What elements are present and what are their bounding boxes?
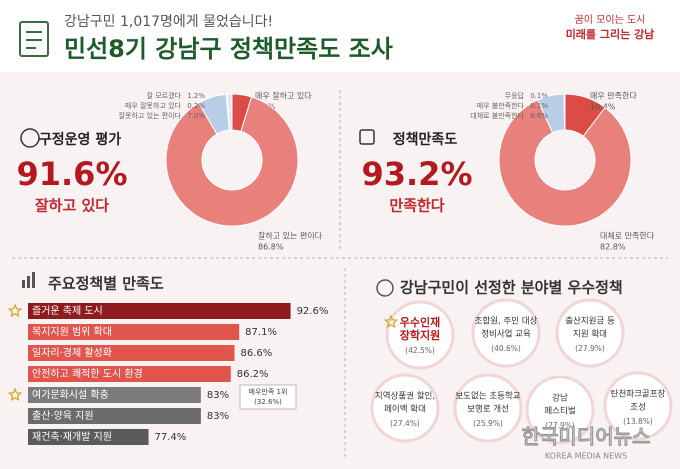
bar-category: 일자리·경제 활성화 [32, 346, 112, 359]
pie-slice [498, 99, 632, 227]
slice-label: 매우 잘못하고 있다 [125, 101, 182, 110]
bar [28, 387, 201, 403]
slice-value-label: 86.8% [258, 243, 284, 252]
policy-share: (27.4%) [390, 419, 420, 428]
bar-value-label: 77.4% [155, 432, 187, 443]
bar-value-label: 83% [207, 390, 229, 401]
policy-bubble [555, 298, 625, 368]
slice-label: 매우 잘하고 있다 [255, 91, 312, 101]
policy-share: (25.9%) [473, 419, 503, 428]
policy-name: 보도없는 초등학교 [455, 391, 520, 402]
slice-value-label: 10.4% [590, 103, 616, 112]
slice-value-label: 6.6% [530, 112, 548, 120]
policy-name: 조합원, 주민 대상 [475, 316, 538, 327]
policy-bubble [370, 373, 440, 443]
kpi-label: 구정운영 평가 [39, 131, 121, 148]
bar-category: 여가문화시설 확충 [32, 389, 109, 401]
policy-share: (27.9%) [575, 344, 605, 353]
kpi-value: 91.6% [16, 155, 127, 193]
bar-value-label: 86.2% [237, 369, 269, 380]
bar-value-label: 83% [207, 411, 229, 422]
policy-name: 우수인재 [400, 315, 440, 329]
star-icon [7, 387, 23, 402]
slice-value-label: 7.0% [187, 112, 205, 120]
slice-label: 대체로 만족한다 [600, 231, 655, 241]
bar-category: 안전하고 쾌적한 도시 환경 [32, 367, 143, 380]
pie-slice [165, 96, 299, 227]
kpi-label: 정책만족도 [393, 131, 458, 148]
logo: 미래를 그리는 강남 [566, 27, 655, 41]
policy-share: (27.9%) [545, 421, 575, 430]
logo: 꿈이 모이는 도시 [575, 14, 646, 26]
policy-name: 강남 [552, 393, 568, 404]
pie-slice [226, 93, 233, 131]
section-title: 강남구민이 선정한 분야별 우수정책 [400, 279, 623, 297]
slice-label: 잘하고 있는 편이다 [258, 231, 323, 241]
kpi-value: 93.2% [361, 155, 472, 193]
kicker: 강남구민 1,017명에게 물었습니다! [64, 14, 273, 30]
bar-value-label: 92.6% [297, 306, 329, 317]
policy-name: 출산지원금 등 [565, 316, 615, 327]
kpi-sub: 만족한다 [389, 197, 444, 215]
bar-category: 재건축·재개발 지원 [32, 431, 112, 443]
bar [28, 366, 231, 382]
policy-name: 보행로 개선 [467, 404, 509, 415]
slice-label: 대체로 불만족한다 [470, 111, 524, 120]
policy-share: (40.6%) [491, 344, 521, 353]
slice-value-label: 82.8% [600, 243, 626, 252]
bar [28, 408, 201, 424]
policy-name: 페이백 확대 [384, 404, 426, 415]
bar-category: 출산·양육 지원 [32, 410, 94, 422]
annotation-box [239, 384, 297, 410]
page-title: 민선8기 강남구 정책만족도 조사 [64, 35, 393, 63]
policy-name: 조성 [630, 403, 646, 413]
annotation: 매우만족 1위 [249, 387, 288, 396]
policy-name: 탄천파크골프장 [611, 389, 666, 400]
slice-label: 무응답 [505, 91, 525, 100]
bar-value-label: 86.6% [241, 348, 273, 359]
bar-value-label: 87.1% [245, 327, 277, 338]
slice-label: 매우 만족한다 [590, 92, 637, 101]
policy-share: (13.8%) [623, 417, 653, 426]
policy-bubble [385, 300, 455, 370]
watermark-sub: KOREA MEDIA NEWS [545, 452, 627, 461]
policy-name: 정비사업 교육 [481, 329, 531, 340]
bar [28, 303, 291, 319]
medal-icon [376, 279, 394, 297]
policy-bubble [471, 298, 541, 368]
policy-name: 지역상품권 할인, [375, 391, 435, 402]
policy-bubble [453, 373, 523, 443]
bar [28, 429, 149, 445]
star-icon [383, 314, 399, 329]
policy-bubble [525, 375, 595, 445]
slice-label: 잘 모르겠다 [147, 91, 182, 100]
slice-value-label: 1.2% [187, 92, 205, 100]
slice-label: 잘못하고 있는 편이다 [119, 111, 182, 120]
slice-value-label: 0.1% [530, 102, 548, 110]
bar [28, 324, 240, 340]
annotation: (32.6%) [254, 398, 282, 406]
section-title: 주요정책별 만족도 [48, 275, 164, 293]
header-band [0, 0, 680, 72]
bar [28, 345, 235, 361]
thumb-icon [359, 129, 375, 145]
slice-value-label: 0.2% [187, 102, 205, 110]
chart-icon [22, 272, 35, 288]
slice-value-label: 0.1% [530, 92, 548, 100]
watermark: 한국미디어뉴스 [522, 425, 651, 449]
kpi-sub: 잘하고 있다 [35, 197, 109, 215]
doc-icon [19, 21, 49, 57]
bar-category: 복지지원 범위 확대 [32, 325, 112, 338]
smile-icon [20, 128, 40, 148]
slice-label: 매우 불만족한다 [477, 101, 525, 110]
bar-category: 즐거운 축제 도시 [32, 305, 103, 317]
policy-name: 지원 확대 [573, 329, 607, 340]
policy-bubble [603, 371, 673, 441]
star-icon [7, 303, 23, 318]
policy-share: (42.5%) [405, 346, 435, 355]
policy-name: 장학지원 [400, 328, 440, 342]
policy-name: 페스티벌 [544, 406, 575, 417]
